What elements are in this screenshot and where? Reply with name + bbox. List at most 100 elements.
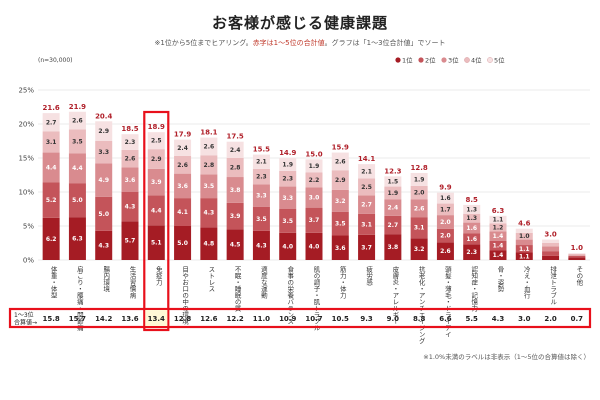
highlight-box xyxy=(143,110,170,332)
legend-marker-5 xyxy=(487,57,493,63)
bar-segment-rank3 xyxy=(95,163,113,197)
bar-total-label: 9.9 xyxy=(439,184,452,192)
bar-segment-rank4 xyxy=(95,141,113,164)
segment-value-label: 1.4 xyxy=(493,233,504,240)
totals-row-value: 10.9 xyxy=(279,315,296,323)
bar-segment-rank5 xyxy=(121,134,139,150)
bar-segment-rank1 xyxy=(384,234,402,260)
category-label: 冷え・血行 xyxy=(522,265,530,300)
segment-value-label: 3.5 xyxy=(72,138,83,145)
legend-marker-1 xyxy=(395,57,401,63)
bar-segment-rank4 xyxy=(147,149,165,169)
bar-segment-rank4 xyxy=(42,131,60,153)
bar-segment-rank2 xyxy=(226,202,244,230)
segment-value-label: 1.5 xyxy=(388,178,399,185)
segment-value-label: 4.3 xyxy=(125,204,136,211)
bar-segment-rank5 xyxy=(174,139,192,156)
bar-segment-rank2 xyxy=(331,211,349,236)
totals-row-value: 8.8 xyxy=(413,315,426,323)
segment-value-label: 4.3 xyxy=(204,210,215,217)
segment-value-label: 3.8 xyxy=(230,187,241,194)
chart-title: お客様が感じる健康課題 xyxy=(211,14,388,32)
segment-value-label: 2.7 xyxy=(388,222,399,229)
bar-segment-rank2 xyxy=(436,228,454,243)
bar-segment-rank1 xyxy=(568,257,586,260)
bar-segment-rank1 xyxy=(121,221,139,260)
totals-row-value: 12.8 xyxy=(174,315,191,323)
bar-total-label: 12.8 xyxy=(411,164,428,172)
segment-value-label: 3.0 xyxy=(309,194,320,201)
segment-value-label: 4.8 xyxy=(204,241,215,248)
segment-value-label: 3.6 xyxy=(177,183,188,190)
segment-value-label: 2.0 xyxy=(414,190,425,197)
bar-segment-rank4 xyxy=(121,149,139,168)
totals-row-value: 3.0 xyxy=(518,315,531,323)
totals-row-value: 14.2 xyxy=(95,315,112,323)
totals-row-value: 4.3 xyxy=(492,315,505,323)
category-label: 生活習慣病 xyxy=(128,265,136,300)
bar-segment-rank5 xyxy=(95,121,113,141)
segment-value-label: 1.4 xyxy=(493,252,504,259)
segment-value-label: 3.5 xyxy=(204,183,215,190)
bar-segment-rank2 xyxy=(252,206,270,231)
category-label: 肌の調子・肌トラブル xyxy=(312,266,320,331)
bar-segment-rank4 xyxy=(410,185,428,200)
bar-segment-rank5 xyxy=(226,141,244,158)
segment-value-label: 2.4 xyxy=(388,205,399,212)
category-label: 腸内環境 xyxy=(102,266,110,294)
bar-segment-rank2 xyxy=(358,213,376,235)
segment-value-label: 2.3 xyxy=(125,139,136,146)
segment-value-label: 2.8 xyxy=(204,162,215,169)
subtitle-part-red: 赤字は1～5位の合計値 xyxy=(252,39,325,47)
bar-segment-rank3 xyxy=(279,186,297,209)
segment-value-label: 3.1 xyxy=(46,139,57,146)
bar-total-label: 1.0 xyxy=(571,244,584,252)
segment-value-label: 4.3 xyxy=(256,242,267,249)
segment-value-label: 2.9 xyxy=(151,156,162,163)
bar-segment-rank4 xyxy=(174,155,192,174)
totals-row-value: 15.7 xyxy=(69,315,86,323)
bar-segment-rank1 xyxy=(174,226,192,260)
bar-segment-rank4 xyxy=(384,186,402,200)
totals-row-label-2: 合算値→ xyxy=(14,319,37,327)
category-label: 抗老化・アンチエイジング xyxy=(417,265,425,345)
category-label: その他 xyxy=(575,266,583,287)
segment-value-label: 3.9 xyxy=(230,213,241,220)
segment-value-label: 2.6 xyxy=(177,162,188,169)
bar-segment-rank2 xyxy=(305,207,323,233)
bar-segment-rank2 xyxy=(95,196,113,231)
segment-value-label: 2.0 xyxy=(440,219,451,226)
segment-value-label: 1.1 xyxy=(493,217,504,224)
bar-total-label: 18.9 xyxy=(148,123,165,131)
bar-segment-rank4 xyxy=(305,172,323,188)
bar-segment-rank3 xyxy=(436,215,454,229)
segment-value-label: 5.0 xyxy=(177,240,188,247)
bar-segment-rank3 xyxy=(463,222,481,234)
bar-segment-rank3 xyxy=(331,189,349,212)
bar-total-label: 8.5 xyxy=(466,196,479,204)
segment-value-label: 3.3 xyxy=(98,149,109,156)
segment-value-label: 1.1 xyxy=(519,246,530,253)
bar-segment-rank4 xyxy=(436,203,454,216)
bar-segment-rank4 xyxy=(68,129,86,154)
bar-total-label: 20.4 xyxy=(95,112,112,120)
segment-value-label: 5.1 xyxy=(151,240,162,247)
segment-value-label: 6.3 xyxy=(72,236,83,243)
bar-segment-rank3 xyxy=(384,199,402,216)
totals-row-value: 10.5 xyxy=(332,315,349,323)
bar-segment-rank5 xyxy=(252,154,270,169)
totals-row-value: 12.2 xyxy=(227,315,244,323)
bar-segment-rank4 xyxy=(463,213,481,223)
bar-segment-rank5 xyxy=(568,253,586,254)
segment-value-label: 2.6 xyxy=(335,158,346,165)
category-label: 体重・体型 xyxy=(49,265,57,299)
bar-segment-rank2 xyxy=(200,198,218,228)
bar-segment-rank1 xyxy=(200,227,218,260)
bar-segment-rank2 xyxy=(384,215,402,235)
bar-segment-rank4 xyxy=(200,155,218,175)
bar-segment-rank1 xyxy=(95,230,113,260)
segment-value-label: 1.3 xyxy=(466,206,477,213)
category-label: 骨・姿勢 xyxy=(496,266,504,294)
segment-value-label: 3.5 xyxy=(335,221,346,228)
bar-segment-rank3 xyxy=(489,231,507,241)
